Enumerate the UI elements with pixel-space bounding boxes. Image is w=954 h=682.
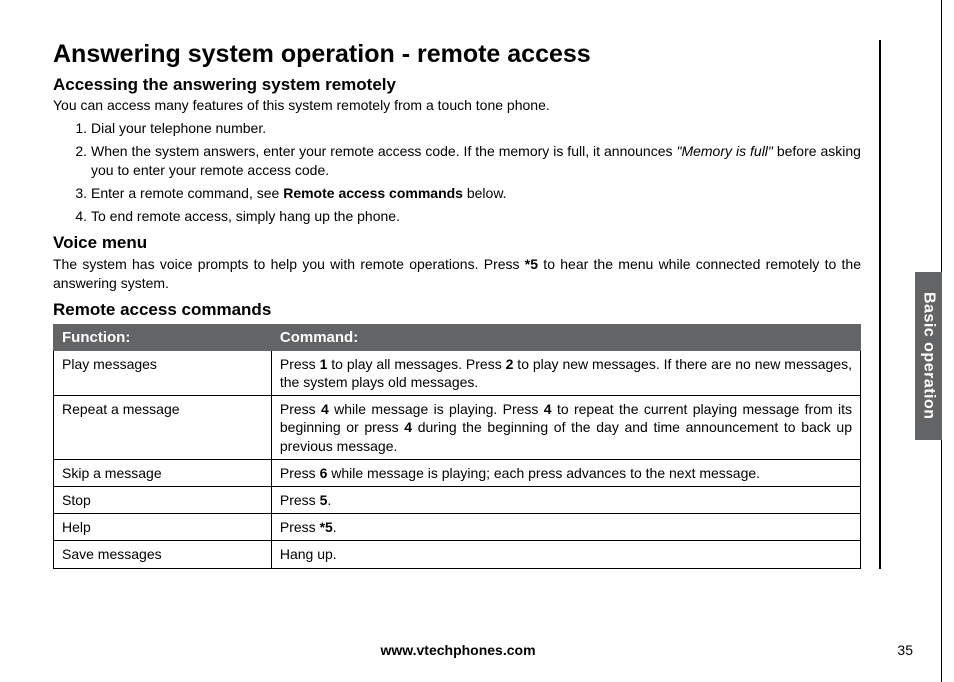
voice-menu-key: *5 xyxy=(525,256,538,272)
cell-command: Press *5. xyxy=(271,514,860,541)
command-key: 4 xyxy=(544,401,552,417)
cell-command: Press 4 while message is playing. Press … xyxy=(271,396,860,460)
step-text-pre: Enter a remote command, see xyxy=(91,185,283,201)
section-heading-commands: Remote access commands xyxy=(53,300,861,320)
command-text: Press xyxy=(280,492,320,508)
step-text-pre: When the system answers, enter your remo… xyxy=(91,143,676,159)
command-text: while message is playing; each press adv… xyxy=(327,465,760,481)
command-text: . xyxy=(333,519,337,535)
cell-function: Skip a message xyxy=(54,459,272,486)
main-column: Answering system operation - remote acce… xyxy=(53,40,881,569)
table-row: HelpPress *5. xyxy=(54,514,861,541)
command-text: while message is playing. Press xyxy=(329,401,544,417)
step-item: 4.To end remote access, simply hang up t… xyxy=(69,207,861,226)
commands-table: Function: Command: Play messagesPress 1 … xyxy=(53,324,861,569)
command-text: Press xyxy=(280,465,320,481)
section-heading-accessing: Accessing the answering system remotely xyxy=(53,75,861,95)
command-text: to play all messages. Press xyxy=(327,356,505,372)
page-footer: www.vtechphones.com 35 xyxy=(53,642,913,658)
cell-function: Repeat a message xyxy=(54,396,272,460)
step-number: 3. xyxy=(69,184,87,203)
step-item: 3.Enter a remote command, see Remote acc… xyxy=(69,184,861,203)
table-row: Repeat a messagePress 4 while message is… xyxy=(54,396,861,460)
footer-url: www.vtechphones.com xyxy=(53,642,863,658)
command-text: Press xyxy=(280,519,320,535)
command-text: Press xyxy=(280,356,320,372)
voice-menu-pre: The system has voice prompts to help you… xyxy=(53,256,525,272)
table-row: StopPress 5. xyxy=(54,486,861,513)
table-header-command: Command: xyxy=(271,324,860,350)
step-number: 2. xyxy=(69,142,87,161)
page-content: Answering system operation - remote acce… xyxy=(53,40,881,569)
step-text: To end remote access, simply hang up the… xyxy=(91,208,400,224)
page-title: Answering system operation - remote acce… xyxy=(53,40,861,69)
cell-command: Hang up. xyxy=(271,541,860,568)
table-row: Save messages Hang up. xyxy=(54,541,861,568)
side-tab-basic-operation: Basic operation xyxy=(915,272,942,440)
intro-text: You can access many features of this sys… xyxy=(53,97,861,113)
cell-function: Play messages xyxy=(54,350,272,395)
command-key: 4 xyxy=(404,419,412,435)
step-text: Dial your telephone number. xyxy=(91,120,266,136)
cell-function: Save messages xyxy=(54,541,272,568)
step-number: 1. xyxy=(69,119,87,138)
voice-menu-text: The system has voice prompts to help you… xyxy=(53,255,861,291)
step-text-post: below. xyxy=(463,185,507,201)
command-key: *5 xyxy=(320,519,333,535)
cell-command: Press 1 to play all messages. Press 2 to… xyxy=(271,350,860,395)
command-text: . xyxy=(327,492,331,508)
table-header-function: Function: xyxy=(54,324,272,350)
step-item: 1.Dial your telephone number. xyxy=(69,119,861,138)
page-number: 35 xyxy=(897,642,913,658)
step-number: 4. xyxy=(69,207,87,226)
section-heading-voice-menu: Voice menu xyxy=(53,233,861,253)
table-row: Play messagesPress 1 to play all message… xyxy=(54,350,861,395)
command-text: Press xyxy=(280,401,321,417)
command-text: Hang up. xyxy=(280,546,337,562)
cell-command: Press 6 while message is playing; each p… xyxy=(271,459,860,486)
step-text-bold: Remote access commands xyxy=(283,185,463,201)
step-text-italic: "Memory is full" xyxy=(676,143,772,159)
steps-list: 1.Dial your telephone number.2.When the … xyxy=(69,119,861,225)
command-key: 4 xyxy=(321,401,329,417)
table-row: Skip a messagePress 6 while message is p… xyxy=(54,459,861,486)
cell-command: Press 5. xyxy=(271,486,860,513)
cell-function: Stop xyxy=(54,486,272,513)
cell-function: Help xyxy=(54,514,272,541)
step-item: 2.When the system answers, enter your re… xyxy=(69,142,861,180)
